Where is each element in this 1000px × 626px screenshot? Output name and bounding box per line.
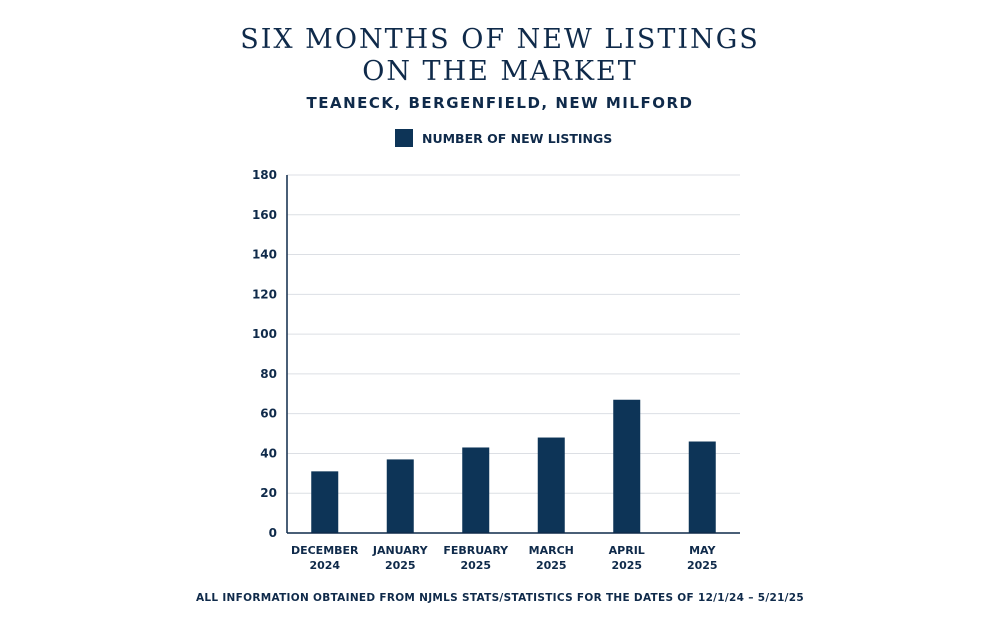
x-category-label: MAY 2025	[687, 544, 718, 572]
x-category-label: DECEMBER 2024	[291, 544, 359, 572]
chart-footnote: ALL INFORMATION OBTAINED FROM NJMLS STAT…	[195, 592, 805, 604]
legend-swatch	[395, 129, 413, 147]
chart-subtitle: TEANECK, BERGENFIELD, NEW MILFORD	[306, 94, 694, 112]
x-category-label: JANUARY 2025	[372, 544, 429, 572]
y-tick-label: 60	[260, 407, 277, 421]
x-category-label-line: 2024	[309, 559, 340, 572]
x-category-label-line: DECEMBER	[291, 544, 359, 557]
y-tick-label: 180	[252, 168, 277, 182]
x-category-label-line: MAY	[689, 544, 716, 557]
x-category-label: APRIL 2025	[609, 544, 645, 572]
chart-legend: NUMBER OF NEW LISTINGS	[395, 128, 612, 148]
y-tick-label: 120	[252, 287, 277, 301]
y-tick-label: 160	[252, 208, 277, 222]
x-category-label-line: 2025	[385, 559, 416, 572]
bar	[537, 437, 565, 533]
chart-title-line-1: SIX MONTHS OF NEW LISTINGS	[240, 24, 760, 55]
x-category-label: FEBRUARY 2025	[443, 544, 509, 572]
y-tick-label: 100	[252, 327, 277, 341]
x-category-label-line: MARCH	[529, 544, 574, 557]
x-category-label-line: JANUARY	[372, 544, 429, 557]
bar	[613, 399, 641, 533]
bar	[462, 447, 490, 533]
x-category-label-line: FEBRUARY	[443, 544, 509, 557]
x-category-label-line: 2025	[460, 559, 491, 572]
legend-label: NUMBER OF NEW LISTINGS	[422, 130, 613, 146]
x-category-label-line: 2025	[536, 559, 567, 572]
y-tick-label: 80	[260, 367, 277, 381]
bar	[386, 459, 414, 533]
x-category-label-line: APRIL	[609, 544, 645, 557]
x-category-label: MARCH 2025	[529, 544, 574, 572]
y-tick-label: 0	[269, 526, 277, 540]
bar	[311, 471, 339, 533]
x-category-label-line: 2025	[687, 559, 718, 572]
y-tick-label: 40	[260, 446, 277, 460]
y-tick-label: 20	[260, 486, 277, 500]
y-tick-label: 140	[252, 248, 277, 262]
x-category-label-line: 2025	[611, 559, 642, 572]
bar	[688, 441, 716, 533]
chart-title-line-2: ON THE MARKET	[362, 56, 638, 87]
